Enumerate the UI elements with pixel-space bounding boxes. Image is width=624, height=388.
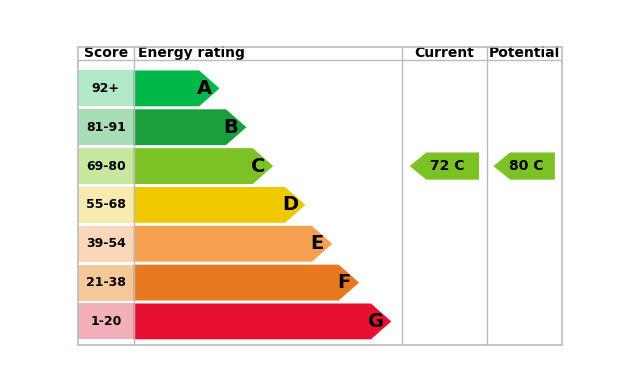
Text: 81-91: 81-91 bbox=[86, 121, 126, 134]
Text: E: E bbox=[310, 234, 324, 253]
Text: Score: Score bbox=[84, 46, 128, 60]
Polygon shape bbox=[134, 109, 246, 145]
Text: Energy rating: Energy rating bbox=[139, 46, 245, 60]
Text: A: A bbox=[197, 79, 212, 98]
Bar bbox=[78, 148, 134, 184]
Bar bbox=[78, 71, 134, 106]
Bar bbox=[78, 109, 134, 145]
Text: 21-38: 21-38 bbox=[86, 276, 126, 289]
Polygon shape bbox=[134, 303, 391, 340]
Text: 39-54: 39-54 bbox=[86, 237, 126, 250]
Polygon shape bbox=[409, 152, 479, 180]
Text: B: B bbox=[224, 118, 238, 137]
Text: 72 C: 72 C bbox=[429, 159, 464, 173]
Bar bbox=[78, 226, 134, 262]
Polygon shape bbox=[134, 226, 332, 262]
Bar bbox=[78, 187, 134, 223]
Polygon shape bbox=[134, 148, 273, 184]
Text: D: D bbox=[282, 196, 298, 215]
Bar bbox=[78, 265, 134, 300]
Polygon shape bbox=[134, 187, 305, 223]
Text: 92+: 92+ bbox=[92, 82, 120, 95]
Text: C: C bbox=[251, 157, 265, 175]
Polygon shape bbox=[134, 265, 359, 300]
Polygon shape bbox=[134, 71, 220, 106]
Text: Current: Current bbox=[414, 46, 474, 60]
Text: G: G bbox=[368, 312, 384, 331]
Bar bbox=[78, 303, 134, 340]
Text: 55-68: 55-68 bbox=[86, 198, 126, 211]
Polygon shape bbox=[494, 152, 555, 180]
Text: F: F bbox=[337, 273, 351, 292]
Text: 69-80: 69-80 bbox=[86, 159, 125, 173]
Text: 1-20: 1-20 bbox=[90, 315, 122, 328]
Text: 80 C: 80 C bbox=[509, 159, 544, 173]
Text: Potential: Potential bbox=[489, 46, 560, 60]
